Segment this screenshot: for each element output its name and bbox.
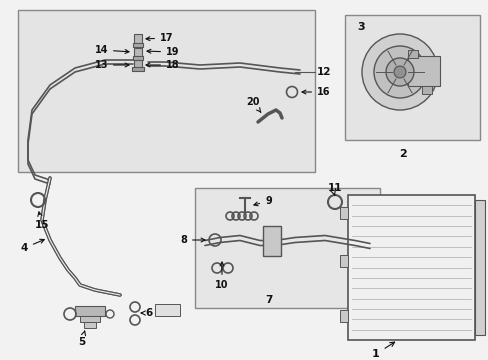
Bar xyxy=(133,56,142,60)
Bar xyxy=(339,255,347,267)
Text: 20: 20 xyxy=(245,97,260,112)
Bar xyxy=(347,195,474,340)
Bar xyxy=(75,306,105,316)
Bar xyxy=(474,200,484,335)
Bar xyxy=(155,304,180,316)
Text: 1: 1 xyxy=(371,342,394,359)
Bar xyxy=(407,50,417,58)
Text: 17: 17 xyxy=(146,33,173,43)
Text: 13: 13 xyxy=(94,60,129,70)
Bar xyxy=(339,310,347,322)
Text: 5: 5 xyxy=(78,331,85,347)
Text: 2: 2 xyxy=(398,149,406,159)
Bar xyxy=(195,188,379,308)
Bar xyxy=(134,48,142,57)
Text: 11: 11 xyxy=(327,183,342,193)
Bar xyxy=(134,34,142,44)
Text: 15: 15 xyxy=(35,212,49,230)
Text: 10: 10 xyxy=(215,262,228,290)
Bar xyxy=(263,226,281,256)
Bar xyxy=(84,322,96,328)
Bar xyxy=(407,56,439,86)
Bar xyxy=(18,10,314,172)
Text: 6: 6 xyxy=(141,308,152,318)
Text: 7: 7 xyxy=(264,295,272,305)
Text: 4: 4 xyxy=(20,239,44,253)
Text: 19: 19 xyxy=(147,47,179,57)
Circle shape xyxy=(385,58,413,86)
Text: 9: 9 xyxy=(253,196,271,206)
Circle shape xyxy=(373,46,425,98)
Text: 14: 14 xyxy=(94,45,129,55)
Bar xyxy=(80,316,100,322)
Bar xyxy=(132,67,143,71)
Circle shape xyxy=(393,66,405,78)
Circle shape xyxy=(361,34,437,110)
Text: 18: 18 xyxy=(146,60,179,70)
Bar xyxy=(421,86,431,94)
Text: 12: 12 xyxy=(316,67,331,77)
Text: 8: 8 xyxy=(180,235,204,245)
Bar xyxy=(345,15,479,140)
Text: 16: 16 xyxy=(302,87,330,97)
Bar xyxy=(134,60,142,68)
Text: 3: 3 xyxy=(356,22,364,32)
Bar xyxy=(133,43,142,47)
Bar xyxy=(339,207,347,219)
